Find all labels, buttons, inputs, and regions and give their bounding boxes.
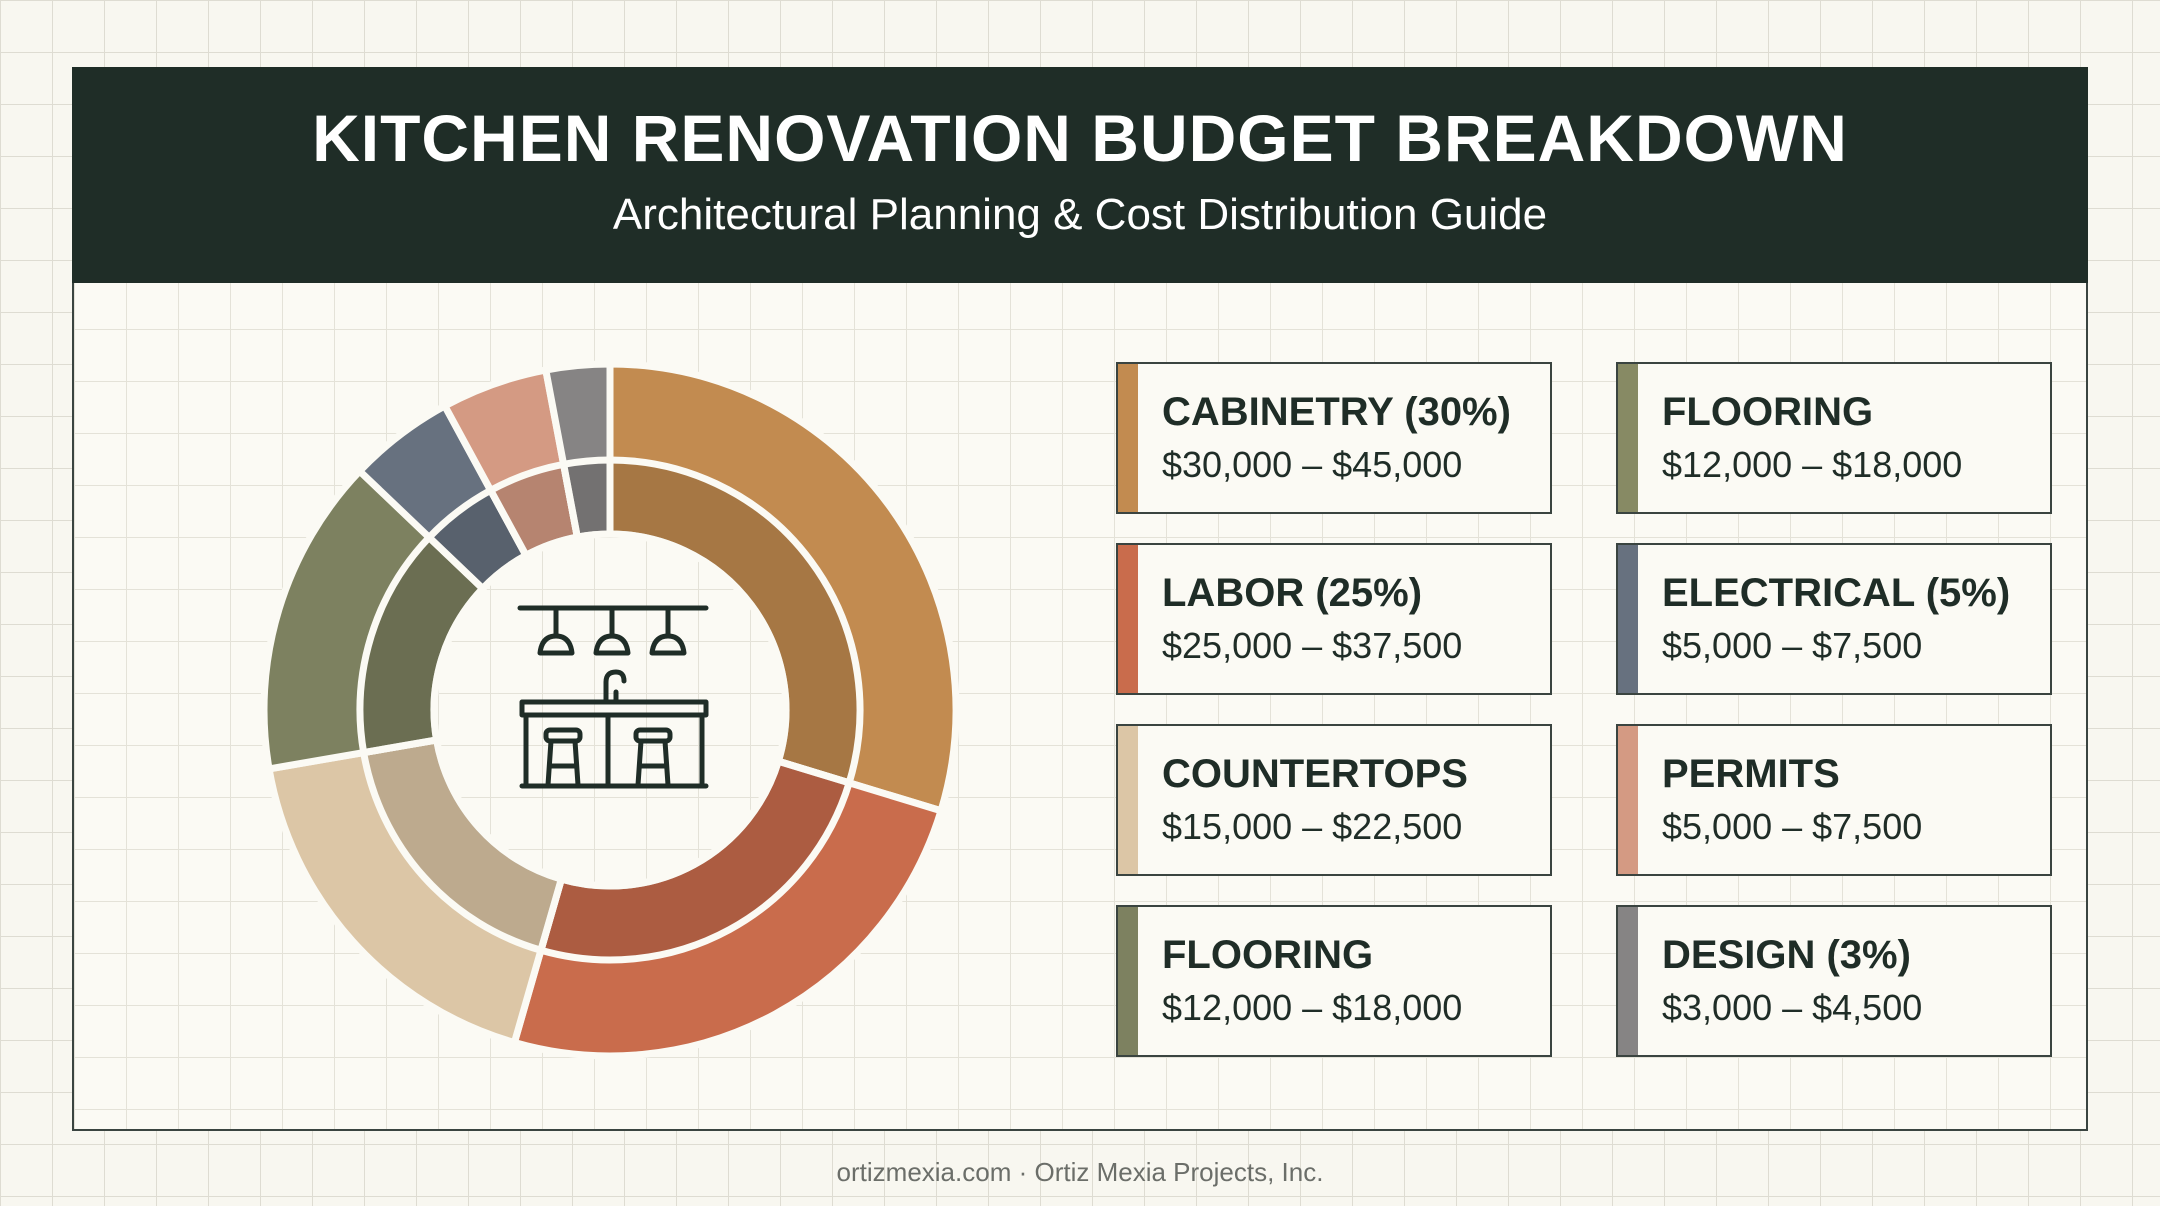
legend-item-cabinetry: CABINETRY (30%) $30,000 – $45,000 xyxy=(1116,362,1552,514)
legend-label: PERMITS xyxy=(1662,752,1840,796)
donut-chart xyxy=(260,360,960,1060)
legend-label: CABINETRY (30%) xyxy=(1162,390,1511,434)
legend-swatch xyxy=(1118,545,1138,693)
legend-item-countertops: COUNTERTOPS $15,000 – $22,500 xyxy=(1116,724,1552,876)
legend-item-flooring-2: FLOORING $12,000 – $18,000 xyxy=(1116,905,1552,1057)
legend-range: $15,000 – $22,500 xyxy=(1162,806,1463,847)
legend-range: $12,000 – $18,000 xyxy=(1662,444,1963,485)
legend-swatch xyxy=(1118,364,1138,512)
legend-swatch xyxy=(1118,726,1138,874)
legend-swatch xyxy=(1618,907,1638,1055)
legend-swatch xyxy=(1618,364,1638,512)
legend-item-permits: PERMITS $5,000 – $7,500 xyxy=(1616,724,2052,876)
legend-range: $5,000 – $7,500 xyxy=(1662,806,1923,847)
page-title: KITCHEN RENOVATION BUDGET BREAKDOWN xyxy=(312,101,1848,175)
page-subtitle: Architectural Planning & Cost Distributi… xyxy=(612,190,1548,239)
donut-slice-inner-design xyxy=(559,456,614,542)
legend-label: FLOORING xyxy=(1162,933,1374,977)
footer-credit: ortizmexia.com · Ortiz Mexia Projects, I… xyxy=(836,1157,1324,1187)
legend-label: LABOR (25%) xyxy=(1162,571,1423,615)
legend-range: $30,000 – $45,000 xyxy=(1162,444,1463,485)
legend-label: FLOORING xyxy=(1662,390,1874,434)
legend-range: $5,000 – $7,500 xyxy=(1662,625,1923,666)
legend-label: COUNTERTOPS xyxy=(1162,752,1468,796)
legend-range: $12,000 – $18,000 xyxy=(1162,987,1463,1028)
legend-swatch xyxy=(1118,907,1138,1055)
legend-label: DESIGN (3%) xyxy=(1662,933,1911,977)
legend-label: ELECTRICAL (5%) xyxy=(1662,571,2011,615)
donut-slice-inner-labor xyxy=(536,756,854,964)
legend-item-electrical: ELECTRICAL (5%) $5,000 – $7,500 xyxy=(1616,543,2052,695)
legend-item-flooring: FLOORING $12,000 – $18,000 xyxy=(1616,362,2052,514)
header-banner: KITCHEN RENOVATION BUDGET BREAKDOWN Arch… xyxy=(72,67,2088,283)
donut-slice-inner-cabinetry xyxy=(606,456,864,788)
legend-range: $25,000 – $37,500 xyxy=(1162,625,1463,666)
legend-item-design: DESIGN (3%) $3,000 – $4,500 xyxy=(1616,905,2052,1057)
legend-swatch xyxy=(1618,545,1638,693)
legend-range: $3,000 – $4,500 xyxy=(1662,987,1923,1028)
legend-swatch xyxy=(1618,726,1638,874)
donut-slices xyxy=(260,360,960,1060)
kitchen-island-icon xyxy=(517,605,709,789)
legend-item-labor: LABOR (25%) $25,000 – $37,500 xyxy=(1116,543,1552,695)
